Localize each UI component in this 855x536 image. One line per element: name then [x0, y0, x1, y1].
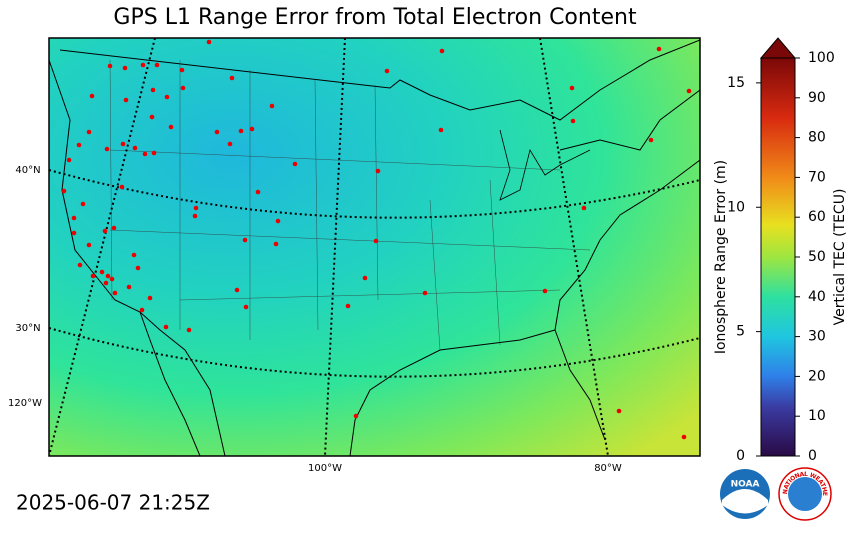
right-tick-label: 30: [808, 329, 826, 345]
timestamp: 2025-06-07 21:25Z: [16, 491, 210, 515]
left-tick-label: 15: [727, 75, 745, 91]
lon-label: 100°W: [308, 463, 342, 474]
stations: [61, 39, 692, 440]
right-tick-label: 20: [808, 368, 826, 384]
colorbar: Ionosphere Range Error (m) Vertical TEC …: [713, 37, 848, 464]
noaa-logo: NOAA: [720, 469, 770, 519]
left-tick-label: 10: [727, 199, 745, 215]
right-tick-label: 50: [808, 249, 826, 265]
lat-label: 30°N: [15, 323, 40, 334]
right-tick-label: 0: [808, 448, 817, 464]
right-tick-label: 70: [808, 169, 826, 185]
graticule: [49, 38, 700, 456]
right-tick-label: 40: [808, 289, 826, 305]
lon-label: 80°W: [594, 463, 622, 474]
noaa-wave: [722, 489, 768, 514]
left-tick-label: 0: [736, 448, 745, 464]
title: GPS L1 Range Error from Total Electron C…: [113, 5, 637, 30]
lat-label: 40°N: [15, 165, 40, 176]
right-tick-label: 60: [808, 209, 826, 225]
right-tick-label: 100: [808, 50, 835, 66]
right-tick-label: 80: [808, 130, 826, 146]
map-field: [49, 38, 700, 456]
nws-emblem: [788, 477, 822, 511]
colorbar-scale: [760, 57, 796, 457]
right-tick-label: 90: [808, 90, 826, 106]
left-axis-label: Ionosphere Range Error (m): [713, 160, 729, 354]
map-frame: [48, 37, 701, 457]
state-borders: [109, 59, 591, 351]
coastlines: [49, 39, 700, 456]
map: [49, 38, 700, 456]
left-tick-label: 5: [736, 324, 745, 340]
noaa-text: NOAA: [731, 480, 760, 490]
right-axis-label: Vertical TEC (TECU): [832, 189, 848, 326]
right-tick-label: 10: [808, 408, 826, 424]
lon-label: 120°W: [8, 398, 42, 409]
colorbar-extend: [759, 37, 797, 59]
